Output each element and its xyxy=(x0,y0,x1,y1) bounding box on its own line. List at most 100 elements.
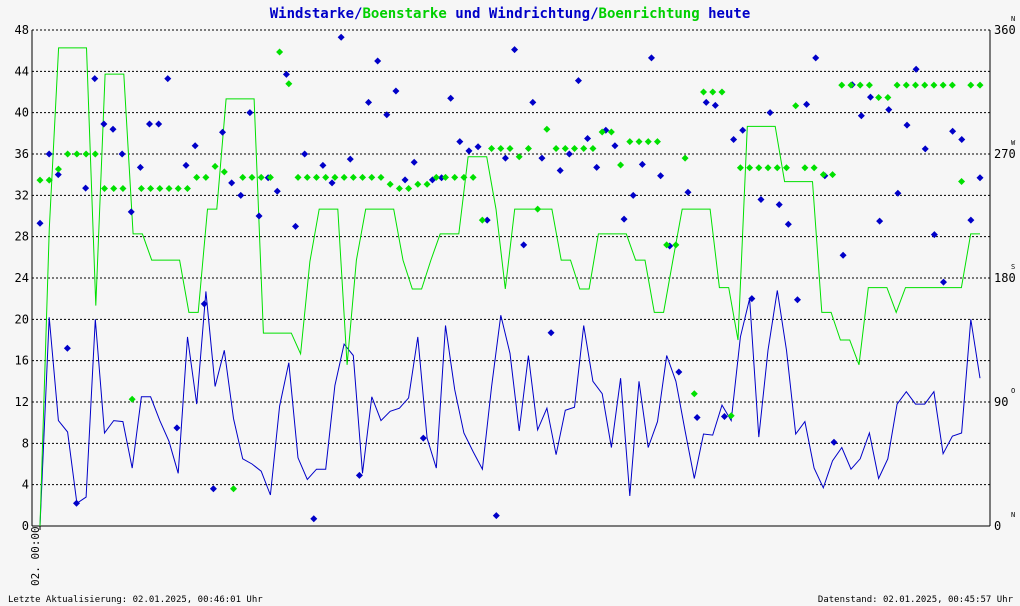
left-tick-label: 24 xyxy=(15,271,29,285)
wind-direction-point xyxy=(894,189,902,197)
wind-direction-point xyxy=(401,176,409,184)
wind-direction-point xyxy=(118,150,126,158)
gust-speed-point xyxy=(128,395,136,403)
gust-speed-point xyxy=(930,81,938,89)
wind-direction-point xyxy=(784,220,792,228)
gust-speed-point xyxy=(976,81,984,89)
right-tick-label: 90 xyxy=(994,395,1008,409)
gust-speed-point xyxy=(266,173,274,181)
gust-speed-point xyxy=(276,48,284,56)
wind-direction-point xyxy=(711,101,719,109)
gust-speed-point xyxy=(460,173,468,181)
wind-direction-point xyxy=(282,70,290,78)
wind-direction-point xyxy=(565,150,573,158)
gust-speed-point xyxy=(174,184,182,192)
gust-speed-point xyxy=(211,162,219,170)
wind-direction-point xyxy=(91,75,99,83)
wind-direction-point xyxy=(921,145,929,153)
wind-direction-point xyxy=(82,184,90,192)
left-tick-label: 28 xyxy=(15,230,29,244)
footer-data-status: Datenstand: 02.01.2025, 00:45:57 Uhr xyxy=(818,595,1014,605)
wind-direction-point xyxy=(438,174,446,182)
left-tick-label: 0 xyxy=(22,519,29,533)
gust-speed-point xyxy=(488,144,496,152)
wind-direction-point xyxy=(611,142,619,150)
gust-speed-point xyxy=(183,184,191,192)
wind-direction-point xyxy=(228,179,236,187)
wind-direction-point xyxy=(146,120,154,128)
wind-direction-point xyxy=(319,161,327,169)
wind-direction-point xyxy=(410,158,418,166)
wind-direction-point xyxy=(830,438,838,446)
left-tick-label: 4 xyxy=(22,478,29,492)
right-tick-label: 180 xyxy=(994,271,1016,285)
gust-speed-point xyxy=(395,184,403,192)
title-windrichtung: Windrichtung xyxy=(489,6,590,22)
wind-direction-point xyxy=(392,87,400,95)
wind-direction-point xyxy=(191,142,199,150)
gust-speed-point xyxy=(193,173,201,181)
wind-direction-point xyxy=(54,171,62,179)
gust-speed-point xyxy=(451,173,459,181)
wind-direction-point xyxy=(328,179,336,187)
footer-last-update: Letzte Aktualisierung: 02.01.2025, 00:46… xyxy=(8,595,263,605)
gust-speed-point xyxy=(810,164,818,172)
gust-speed-point xyxy=(441,173,449,181)
wind-direction-point xyxy=(529,98,537,106)
compass-label: N xyxy=(1011,511,1015,519)
wind-direction-point xyxy=(876,217,884,225)
gust-speed-point xyxy=(690,390,698,398)
wind-direction-point xyxy=(36,219,44,227)
gust-speed-point xyxy=(515,153,523,161)
wind-direction-point xyxy=(720,412,728,420)
wind-direction-point xyxy=(337,33,345,41)
left-tick-label: 32 xyxy=(15,188,29,202)
title-boenrichtung: Boenrichtung xyxy=(599,6,700,22)
wind-direction-point xyxy=(629,191,637,199)
wind-direction-point xyxy=(866,93,874,101)
wind-direction-point xyxy=(520,241,528,249)
wind-direction-point xyxy=(693,414,701,421)
wind-direction-point xyxy=(155,120,163,128)
gust-speed-point xyxy=(727,412,735,420)
wind-direction-point xyxy=(766,109,774,117)
gust-speed-point xyxy=(239,173,247,181)
gust-speed-point xyxy=(847,81,855,89)
title-heute: heute xyxy=(700,6,751,22)
wind-direction-point xyxy=(310,515,318,523)
gust-speed-point xyxy=(423,180,431,188)
gust-speed-point xyxy=(257,173,265,181)
wind-direction-point xyxy=(885,106,893,114)
wind-direction-point xyxy=(374,57,382,65)
wind-direction-point xyxy=(73,499,81,507)
gust-speed-point xyxy=(45,176,53,184)
gust-direction-line xyxy=(39,47,980,527)
gust-speed-point xyxy=(819,171,827,179)
gust-speed-point xyxy=(165,184,173,192)
title-separator-1: / xyxy=(354,6,362,22)
gust-speed-point xyxy=(829,171,837,179)
left-tick-label: 44 xyxy=(15,64,29,78)
gust-speed-point xyxy=(432,173,440,181)
wind-direction-point xyxy=(383,111,391,119)
gust-speed-point xyxy=(755,164,763,172)
title-separator-2: / xyxy=(590,6,598,22)
gust-speed-point xyxy=(119,184,127,192)
wind-direction-point xyxy=(182,161,190,169)
gust-speed-point xyxy=(534,205,542,213)
gust-speed-point xyxy=(294,173,302,181)
gust-speed-point xyxy=(101,184,109,192)
wind-direction-point xyxy=(757,195,765,203)
gust-speed-point xyxy=(700,88,708,96)
gust-speed-point xyxy=(736,164,744,172)
wind-direction-point xyxy=(620,215,628,223)
gust-speed-point xyxy=(137,184,145,192)
right-tick-label: 270 xyxy=(994,147,1016,161)
gust-speed-point xyxy=(497,144,505,152)
axes xyxy=(31,30,991,530)
wind-direction-point xyxy=(109,125,117,133)
gust-speed-point xyxy=(340,173,348,181)
x-axis-tick-label: 02. 00:00 xyxy=(29,526,42,586)
